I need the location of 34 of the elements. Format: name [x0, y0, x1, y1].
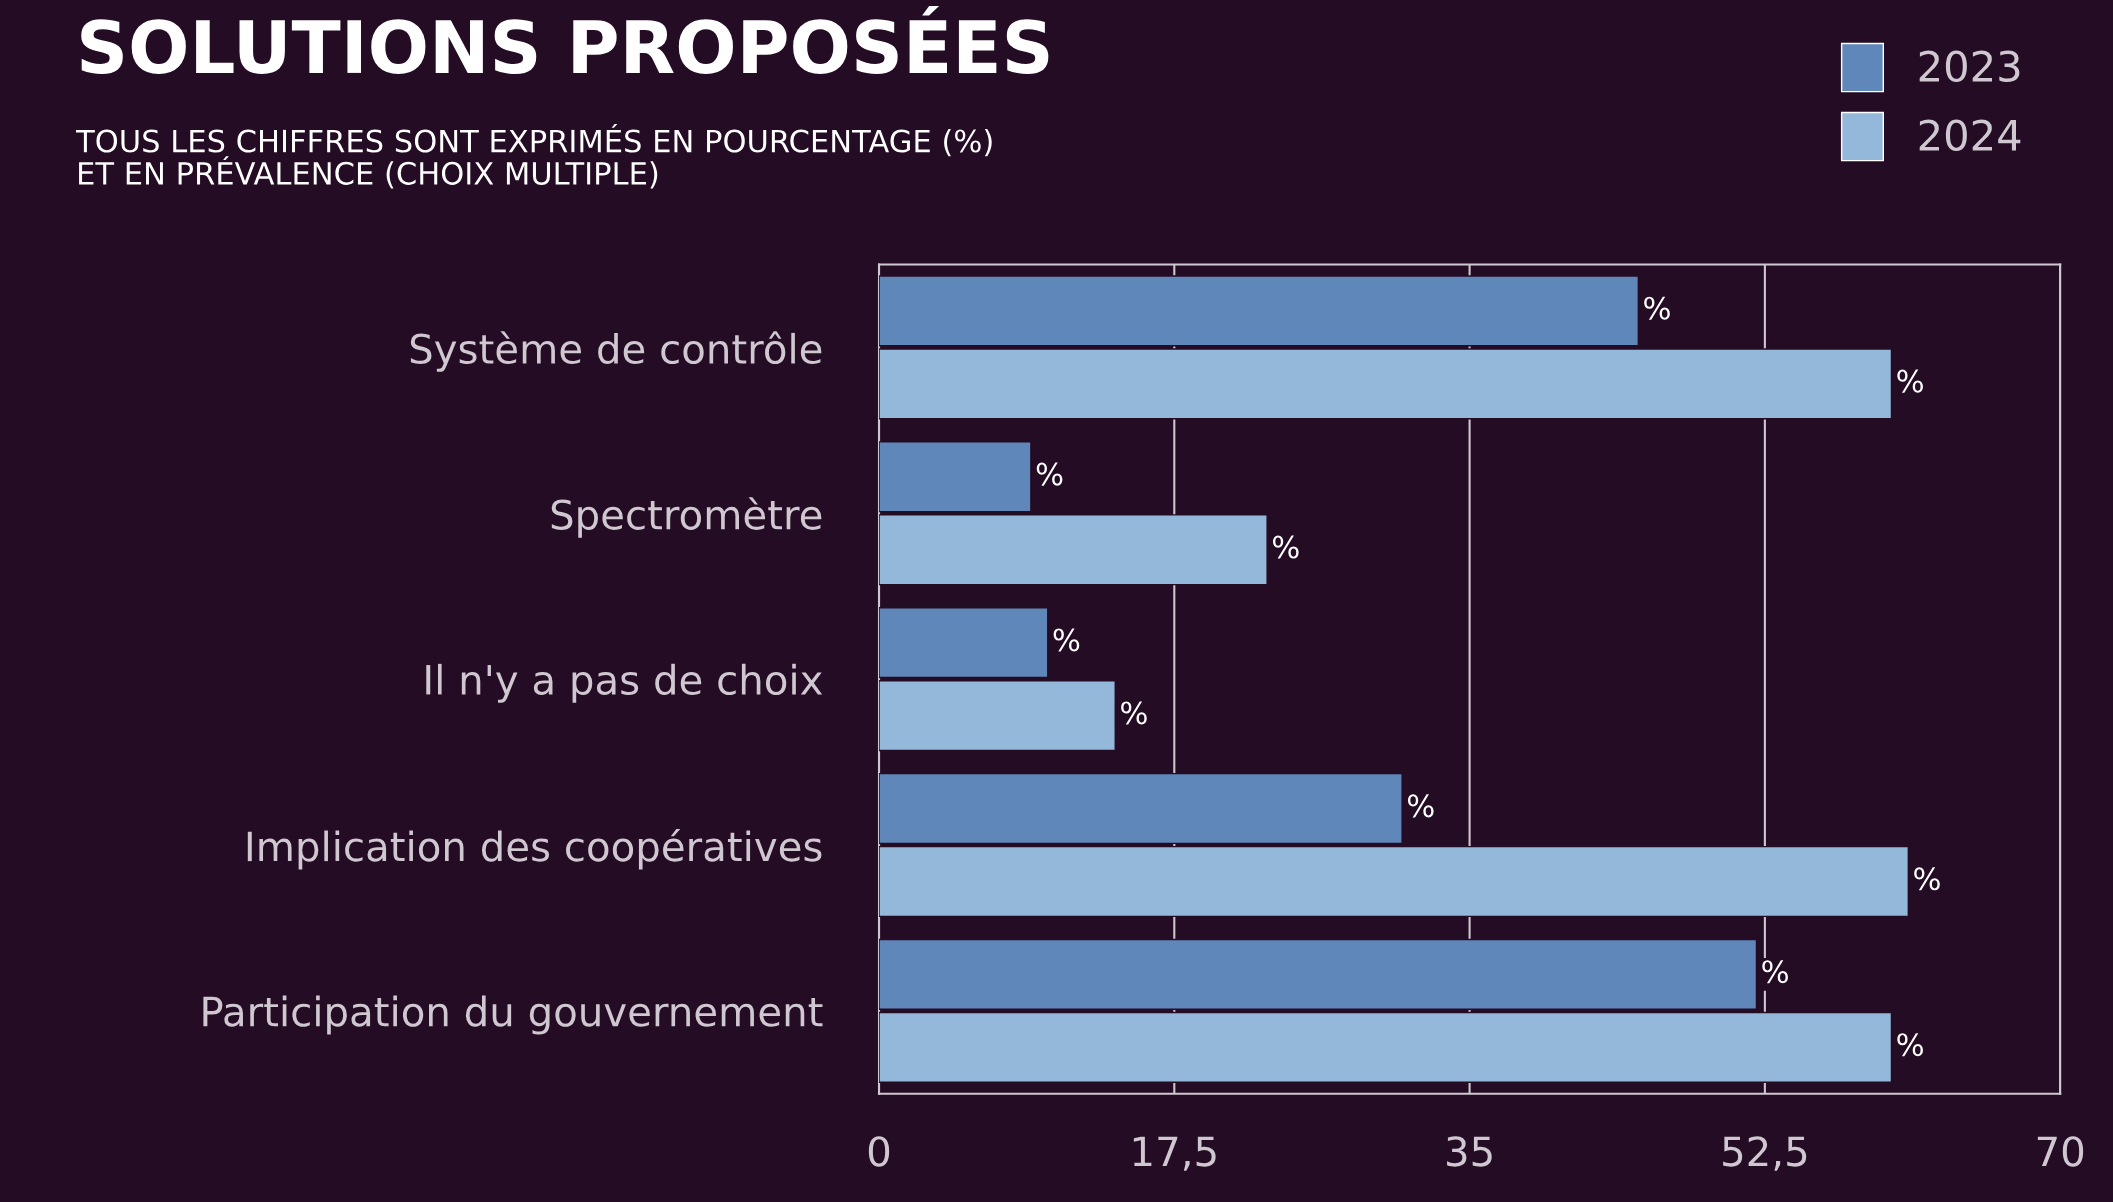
bar	[879, 275, 1640, 347]
y-tick-label: Implication des coopératives	[247, 828, 822, 870]
x-tick-label: 52,5	[1723, 1136, 1807, 1171]
text: TOUS LES CHIFFRES SONT EXPRIMÉS EN POURCENTAGE (%) ET EN PRÉVALENCE (CHOIX MULTIPLE)	[75, 123, 992, 189]
bar	[879, 348, 1893, 420]
bar	[879, 441, 1032, 513]
data-label: %	[1897, 369, 1923, 393]
x-tick-label: 35	[1447, 1136, 1492, 1167]
data-label: %	[1914, 867, 1940, 891]
bar	[879, 1011, 1893, 1083]
y-tick-label: Système de contrôle	[410, 331, 822, 372]
y-tick-label: Participation du gouvernement	[203, 995, 823, 1035]
y-tick-label: Spectromètre	[551, 497, 822, 538]
bar	[879, 680, 1116, 752]
bar	[879, 845, 1910, 918]
data-label: %	[1897, 1033, 1923, 1057]
data-label: %	[1053, 628, 1080, 652]
data-label: %	[1762, 960, 1788, 984]
bar	[879, 938, 1758, 1010]
chart-title: SOLUTIONS PROPOSÉES	[81, 6, 1049, 74]
data-label: %	[1407, 794, 1434, 818]
x-tick-label: 70	[2037, 1136, 2084, 1167]
data-label: %	[1121, 701, 1147, 725]
bar	[879, 607, 1049, 679]
legend-label: 2024	[1919, 119, 2021, 151]
data-label: %	[1644, 296, 1670, 320]
x-tick-label: 0	[868, 1136, 890, 1167]
y-tick-label: Il n'y a pas de choix	[426, 663, 823, 703]
bar	[879, 514, 1268, 586]
x-tick-label: 17,5	[1133, 1136, 1216, 1171]
data-label: %	[1272, 535, 1299, 559]
data-label: %	[1036, 462, 1063, 486]
bar	[879, 772, 1403, 845]
legend-label: 2023	[1919, 50, 2020, 83]
